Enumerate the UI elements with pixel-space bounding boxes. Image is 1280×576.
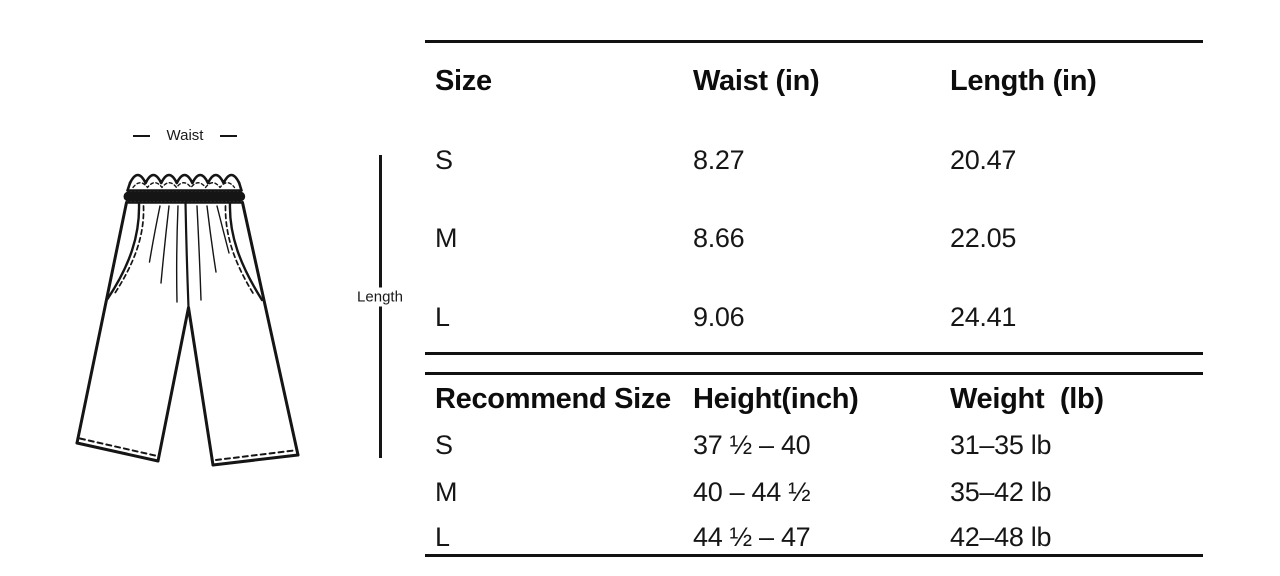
size-value: L [435,302,450,332]
size-value: M [435,477,458,507]
length-value: 20.47 [950,145,1017,175]
recommend-table-row-m: M 40 – 44 ½ 35–42 lb [425,475,1203,509]
table-rule-middle-2 [425,372,1203,375]
recommend-table-row-s: S 37 ½ – 40 31–35 lb [425,428,1203,462]
pants-pocket-left [106,201,141,301]
size-value: S [435,430,453,460]
size-table-row-s: S 8.27 20.47 [425,143,1203,177]
col-header-height: Height(inch) [693,383,859,415]
pants-ruffle-edge [128,173,241,185]
size-value: M [435,223,458,253]
waist-value: 8.27 [693,145,745,175]
recommend-table-header: Recommend Size Height(inch) Weight (lb) [425,382,1203,416]
length-value: 24.41 [950,302,1017,332]
pants-gather-lines [148,205,230,303]
height-value: 37 ½ – 40 [693,430,811,460]
waist-value: 9.06 [693,302,745,332]
weight-value: 42–48 lb [950,522,1052,552]
col-header-length: Length (in) [950,65,1097,97]
weight-value: 31–35 lb [950,430,1052,460]
waist-label: Waist [166,127,204,144]
col-header-recommend-size: Recommend Size [435,383,671,415]
size-table-row-l: L 9.06 24.41 [425,300,1203,334]
recommend-table-row-l: L 44 ½ – 47 42–48 lb [425,520,1203,554]
table-rule-top [425,40,1203,43]
table-rule-middle-1 [425,352,1203,355]
col-header-size: Size [435,65,492,97]
height-value: 40 – 44 ½ [693,477,811,507]
weight-value: 35–42 lb [950,477,1052,507]
size-table-row-m: M 8.66 22.05 [425,221,1203,255]
length-value: 22.05 [950,223,1017,253]
waist-measure-label: Waist [133,127,237,145]
pants-pocket-right [228,201,264,302]
pants-illustration [75,173,300,467]
height-value: 44 ½ – 47 [693,522,811,552]
size-value: S [435,145,453,175]
length-label: Length [354,287,406,307]
waist-value: 8.66 [693,223,745,253]
col-header-waist: Waist (in) [693,65,820,97]
waist-dash-left [133,134,150,138]
length-measure-line [379,155,382,458]
waist-dash-right [219,134,237,138]
size-table-header: Size Waist (in) Length (in) [425,64,1203,98]
pants-outline [75,201,128,445]
size-value: L [435,522,450,552]
table-rule-bottom [425,554,1203,557]
col-header-weight: Weight (lb) [950,383,1104,415]
